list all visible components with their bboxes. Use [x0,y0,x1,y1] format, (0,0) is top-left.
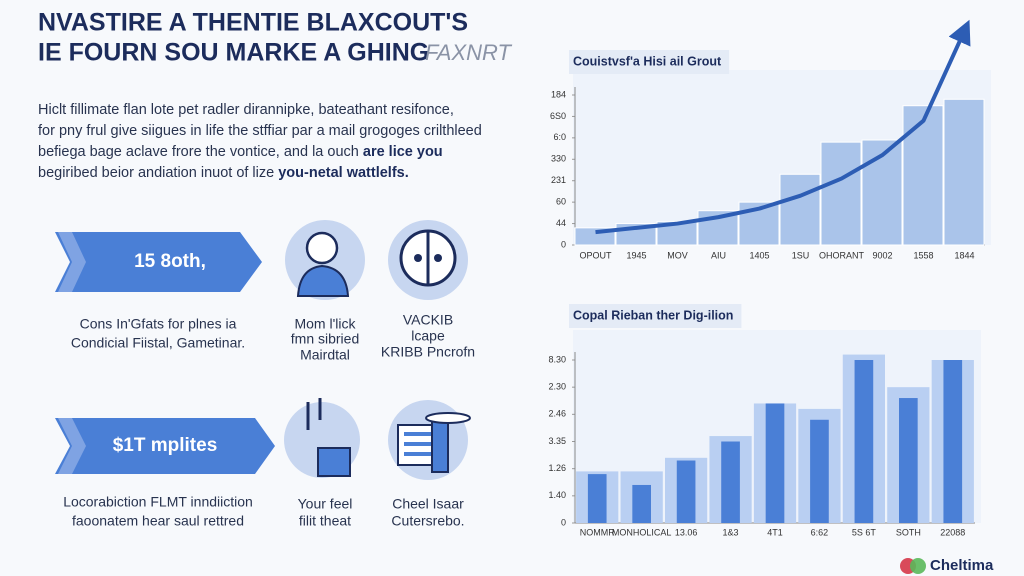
icon [284,398,360,478]
chart-title: Couistvsf'a Hisi ail Grout [573,54,722,68]
x-tick-label: 22088 [940,527,965,537]
x-tick-label: 1558 [913,250,933,260]
x-tick-label: 5S 6T [852,527,877,537]
logo-text: Cheltima [930,557,994,574]
x-tick-label: SOTH [896,527,921,537]
bar [943,360,963,523]
icon-caption: filit theat [299,513,351,529]
x-tick-label: 13.06 [675,527,698,537]
intro-line: begiribed beior andiation inuot of lize … [38,165,409,181]
y-tick-label: 0 [561,517,566,527]
bar [632,484,651,523]
intro-line: for pny frul give siigues in life the st… [38,123,482,139]
icon-caption: Cutersrebo. [391,513,464,529]
title-line: NVASTIRE A THENTIE BLAXCOUT'S [38,9,468,37]
x-tick-label: OHORANT [819,250,865,260]
icon [388,400,471,480]
y-tick-label: 1.40 [548,490,566,500]
bar [721,441,740,523]
y-tick-label: 44 [556,218,566,228]
intro-line: Hiclt fillimate flan lote pet radler dir… [38,102,454,118]
x-tick-label: 1945 [626,250,646,260]
intro-text: begiribed beior andiation inuot of lize [38,165,278,181]
logo: Cheltima [900,557,994,574]
icon [388,220,468,300]
intro: Hiclt fillimate flan lote pet radler dir… [38,102,482,181]
callout-arrow: 15 8oth, [55,232,262,292]
bar [820,141,862,246]
y-tick-label: 8.30 [548,354,566,364]
title-tail: FAXNRT [425,40,513,65]
chart-title-box [569,304,742,328]
x-tick-label: 1&3 [723,527,739,537]
icon-caption: fmn sibried [291,331,359,347]
intro-text: Hiclt fillimate flan lote pet radler dir… [38,102,454,118]
y-tick-label: 184 [551,89,566,99]
icon [285,220,365,300]
bar [779,173,821,246]
icon-caption: Mairdtal [300,347,350,363]
title-line: IE FOURN SOU MARKE A GHING [38,39,429,67]
x-tick-label: 6:62 [811,527,829,537]
x-tick-label: MONHOLICAL [612,527,672,537]
icon-caption: KRIBB Pncrofn [381,344,475,360]
y-tick-label: 6S0 [550,111,566,121]
bar [810,419,829,523]
y-tick-label: 231 [551,175,566,185]
y-tick-label: 1.26 [548,463,566,473]
callout-arrow: $1T mplites [55,418,275,474]
callout-caption: faoonatem hear saul rettred [72,513,244,529]
x-tick-label: NOMMR [580,527,615,537]
x-tick-label: 1405 [749,250,769,260]
bar [899,398,918,523]
y-tick-label: 6:0 [553,132,566,142]
bar [676,460,696,523]
x-tick-label: 4T1 [767,527,783,537]
bar [765,403,785,523]
chart-title-box [569,50,730,74]
x-tick-label: MOV [667,250,688,260]
x-tick-label: 1SU [792,250,810,260]
y-tick-label: 60 [556,197,566,207]
icon-caption: Cheel Isaar [392,496,464,512]
callout-label: 15 8oth, [134,251,206,272]
intro-line: befiega bage aclave frore the vontice, a… [38,144,443,160]
y-tick-label: 0 [561,239,566,249]
bar [902,105,944,246]
icon-caption: VACKIB [403,312,453,328]
bar [854,360,874,523]
intro-bold: you-netal wattlelfs. [278,165,409,181]
x-tick-label: OPOUT [579,250,612,260]
y-tick-label: 2.46 [548,409,566,419]
icon-caption: Your feel [298,496,353,512]
icon-caption: Mom l'lick [294,316,356,332]
x-tick-label: 9002 [872,250,892,260]
x-tick-label: 1844 [954,250,974,260]
bar [587,474,607,523]
callout-caption: Cons In'Gfats for plnes ia [80,316,237,332]
icon-caption: lcape [411,328,445,344]
charts: Couistvsf'a Hisi ail Grout 0 44 60 231 330 6:0… [548,19,991,537]
bar [656,220,698,246]
callout-caption: Condicial Fiistal, Gametinar. [71,335,245,351]
intro-text: befiega bage aclave frore the vontice, a… [38,144,363,160]
y-tick-label: 2.30 [548,382,566,392]
line [595,19,971,235]
bar [943,98,985,246]
y-tick-label: 3.35 [548,436,566,446]
x-tick-label: AIU [711,250,726,260]
intro-bold: are lice you [363,144,443,160]
intro-text: for pny frul give siigues in life the st… [38,123,482,139]
callout-label: $1T mplites [113,435,218,456]
y-tick-label: 330 [551,154,566,164]
chart-title: Copal Rieban ther Dig-ilion [573,308,733,322]
callout-caption: Locorabiction FLMT inndiiction [63,494,253,510]
